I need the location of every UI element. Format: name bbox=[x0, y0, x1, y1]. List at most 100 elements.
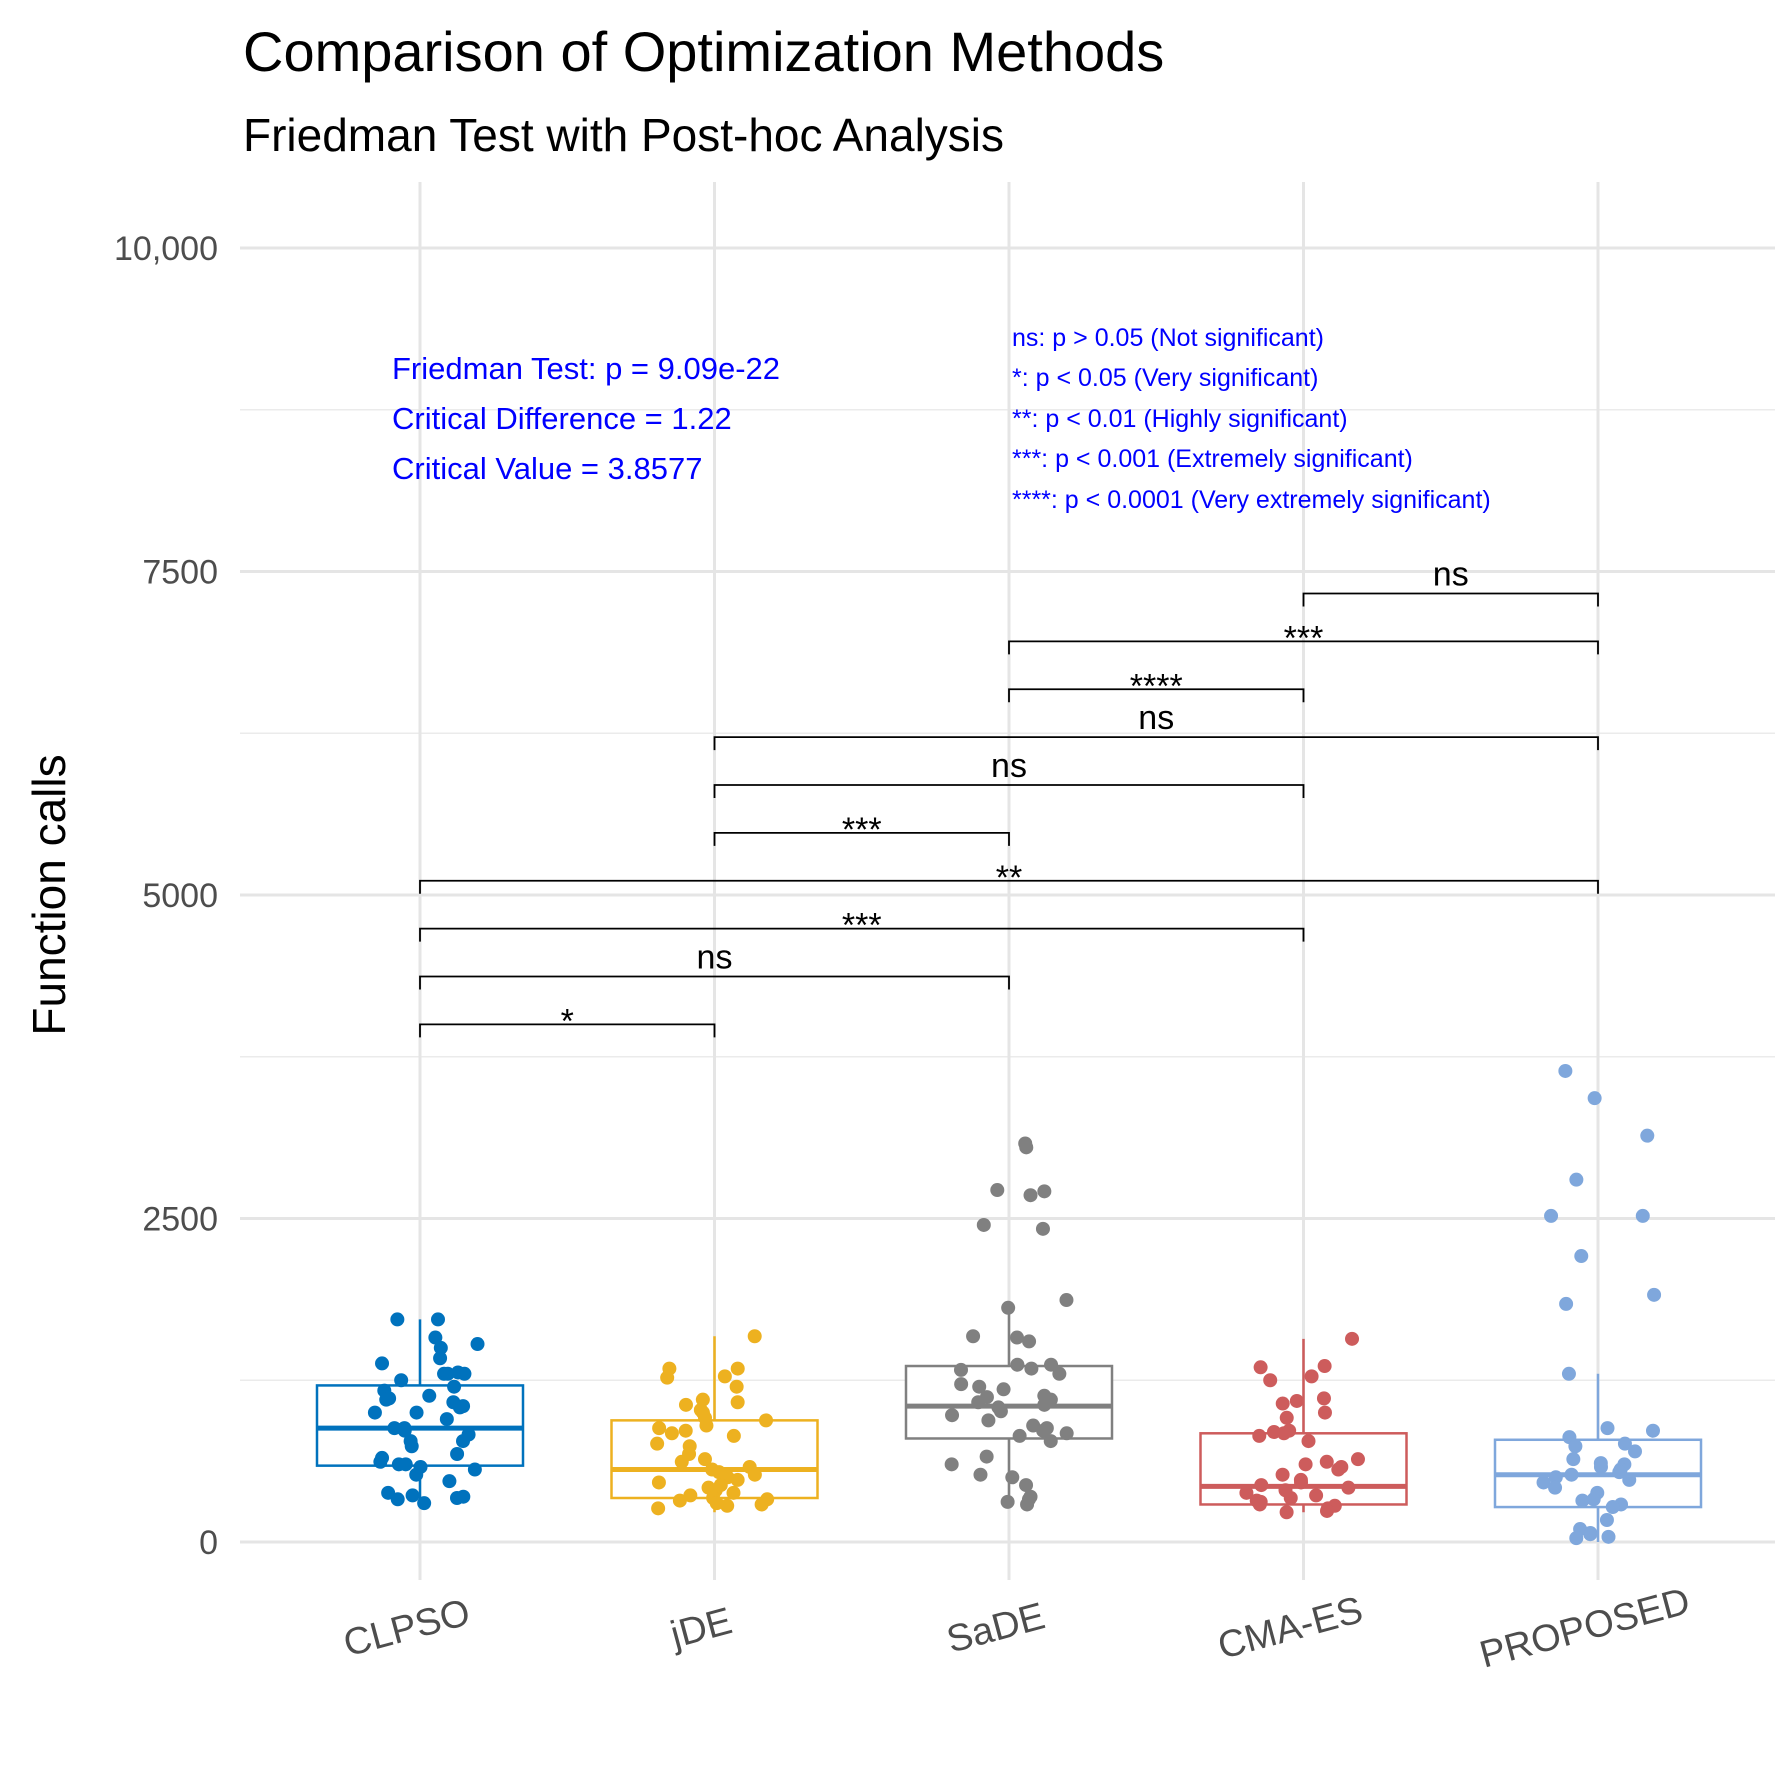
bracket-clpso-proposed: ** bbox=[419, 859, 1599, 897]
data-point bbox=[1548, 1480, 1563, 1495]
data-point bbox=[422, 1388, 437, 1403]
data-point bbox=[1568, 1439, 1583, 1454]
data-point bbox=[730, 1361, 745, 1376]
bracket-label: **** bbox=[1130, 667, 1183, 705]
bracket-label: * bbox=[561, 1002, 574, 1040]
data-point bbox=[456, 1434, 471, 1449]
critical-value-text: Critical Value = 3.8577 bbox=[392, 451, 702, 486]
data-point bbox=[1561, 1366, 1576, 1381]
data-point bbox=[1559, 1296, 1574, 1311]
data-point bbox=[1009, 1330, 1024, 1345]
legend-line-2star: **: p < 0.01 (Highly significant) bbox=[1012, 405, 1348, 433]
y-tick-label: 10,000 bbox=[114, 230, 218, 268]
x-tick-label: CMA-ES bbox=[1214, 1589, 1368, 1668]
points-cma-es bbox=[1239, 1331, 1365, 1520]
data-point bbox=[1558, 1063, 1573, 1078]
data-point bbox=[439, 1412, 454, 1427]
data-point bbox=[1319, 1454, 1334, 1469]
data-point bbox=[699, 1418, 714, 1433]
data-point bbox=[1020, 1497, 1035, 1512]
bracket-line bbox=[1302, 592, 1599, 607]
bracket-line bbox=[419, 975, 1010, 990]
data-point bbox=[367, 1405, 382, 1420]
bracket-line bbox=[419, 927, 1305, 942]
bracket-line bbox=[713, 831, 1010, 846]
x-tick-label: PROPOSED bbox=[1475, 1580, 1694, 1676]
x-tick-label: jDE bbox=[665, 1600, 736, 1657]
data-point bbox=[1019, 1478, 1034, 1493]
data-point bbox=[1019, 1140, 1034, 1155]
data-point bbox=[1301, 1434, 1316, 1449]
data-point bbox=[1024, 1361, 1039, 1376]
data-point bbox=[375, 1356, 390, 1371]
data-point bbox=[1022, 1334, 1037, 1349]
data-point bbox=[720, 1498, 735, 1513]
data-point bbox=[1059, 1293, 1074, 1308]
data-point bbox=[1605, 1500, 1620, 1515]
bracket-label: *** bbox=[1284, 619, 1324, 657]
data-point bbox=[996, 1382, 1011, 1397]
data-point bbox=[1263, 1373, 1278, 1388]
data-point bbox=[754, 1497, 769, 1512]
data-point bbox=[1574, 1249, 1589, 1264]
data-point bbox=[1593, 1459, 1608, 1474]
data-point bbox=[729, 1379, 744, 1394]
data-point bbox=[440, 1366, 455, 1381]
data-point bbox=[1627, 1444, 1642, 1459]
data-point bbox=[1059, 1426, 1074, 1441]
data-point bbox=[1536, 1475, 1551, 1490]
data-point bbox=[1599, 1513, 1614, 1528]
data-point bbox=[450, 1447, 465, 1462]
data-point bbox=[1037, 1397, 1052, 1412]
data-point bbox=[1043, 1434, 1058, 1449]
bracket-sade-proposed: *** bbox=[1008, 619, 1599, 657]
points-proposed bbox=[1536, 1063, 1662, 1546]
data-point bbox=[945, 1408, 960, 1423]
data-point bbox=[1289, 1393, 1304, 1408]
legend-line-1star: *: p < 0.05 (Very significant) bbox=[1012, 364, 1318, 392]
y-axis-label: Function calls bbox=[23, 754, 75, 1035]
bracket-label: ns bbox=[1138, 699, 1174, 737]
data-point bbox=[747, 1467, 762, 1482]
data-point bbox=[652, 1421, 667, 1436]
data-point bbox=[726, 1428, 741, 1443]
data-point bbox=[1617, 1436, 1632, 1451]
data-point bbox=[1635, 1208, 1650, 1223]
data-point bbox=[390, 1312, 405, 1327]
data-point bbox=[433, 1340, 448, 1355]
chart-subtitle: Friedman Test with Post-hoc Analysis bbox=[243, 109, 1004, 161]
bracket-line bbox=[713, 736, 1599, 751]
data-point bbox=[428, 1330, 443, 1345]
data-point bbox=[759, 1413, 774, 1428]
data-point bbox=[651, 1501, 666, 1516]
data-point bbox=[394, 1373, 409, 1388]
data-point bbox=[1645, 1423, 1660, 1438]
bracket-line bbox=[713, 784, 1305, 799]
data-point bbox=[1569, 1172, 1584, 1187]
bracket-sade-cma-es: **** bbox=[1008, 667, 1305, 705]
data-point bbox=[449, 1491, 464, 1506]
bracket-label: ns bbox=[697, 939, 733, 977]
data-point bbox=[1317, 1359, 1332, 1374]
bracket-cma-es-proposed: ns bbox=[1302, 555, 1599, 607]
plot-area: 0 2500 5000 7500 10,000 CLPSO jDE SaDE CMA-ES PR… bbox=[114, 182, 1775, 1677]
data-point bbox=[1044, 1357, 1059, 1372]
data-point bbox=[954, 1362, 969, 1377]
data-point bbox=[442, 1474, 457, 1489]
data-point bbox=[433, 1351, 448, 1366]
data-point bbox=[1005, 1470, 1020, 1485]
data-point bbox=[450, 1365, 465, 1380]
significance-legend: ns: p > 0.05 (Not significant) *: p < 0.… bbox=[1012, 324, 1491, 514]
data-point bbox=[1640, 1128, 1655, 1143]
data-point bbox=[1566, 1452, 1581, 1467]
bracket-line bbox=[1008, 688, 1305, 703]
data-point bbox=[373, 1454, 388, 1469]
data-point bbox=[1586, 1492, 1601, 1507]
data-point bbox=[1252, 1428, 1267, 1443]
data-point bbox=[747, 1329, 762, 1344]
data-point bbox=[1320, 1503, 1335, 1518]
data-point bbox=[405, 1488, 420, 1503]
data-point bbox=[674, 1454, 689, 1469]
data-point bbox=[976, 1217, 991, 1232]
data-point bbox=[1350, 1452, 1365, 1467]
